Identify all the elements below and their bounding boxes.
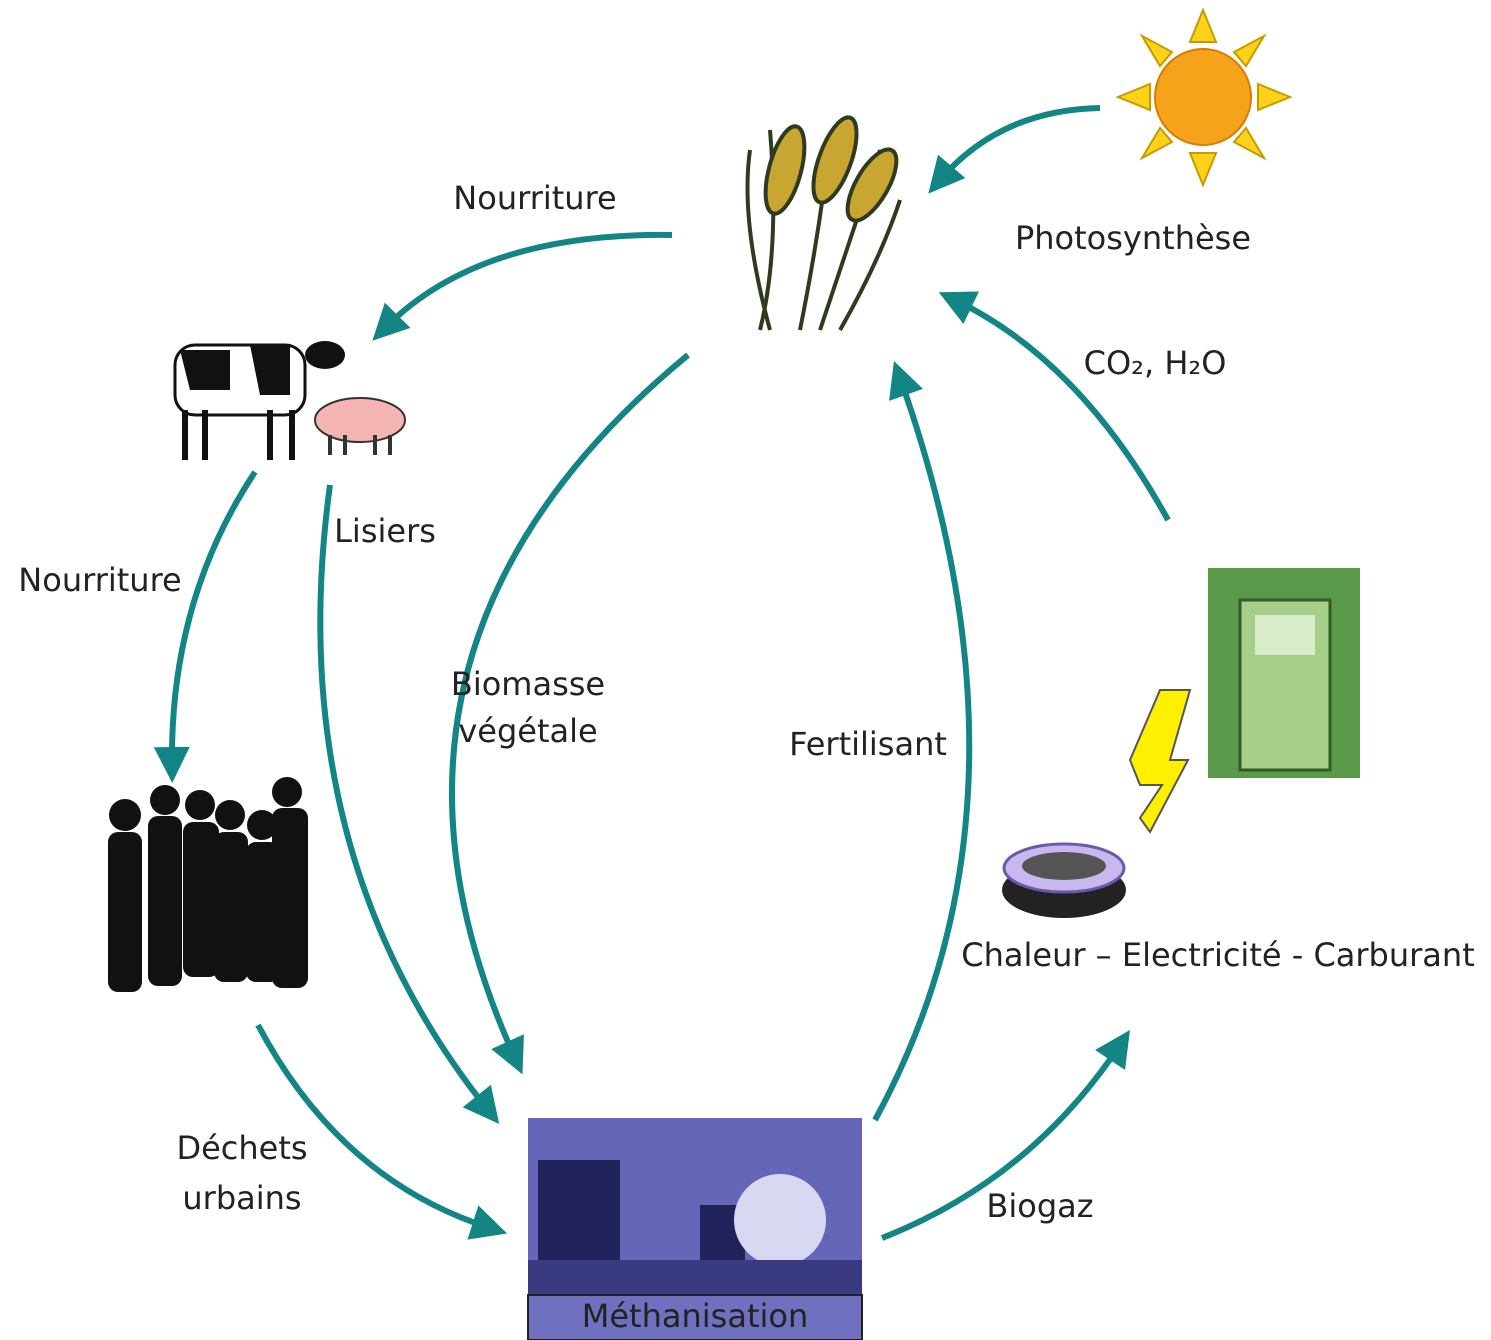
edge-label: Lisiers: [334, 512, 436, 550]
edge-label: Nourriture: [453, 179, 616, 217]
edge-label: Biomasse: [451, 665, 605, 703]
edge-label: Fertilisant: [789, 725, 947, 763]
arrow: [385, 235, 672, 328]
page: Méthanisation Nourriture Photosynthèse C…: [0, 0, 1491, 1340]
people-icon: [108, 777, 308, 992]
edge-label: CO₂, H₂O: [1084, 344, 1227, 382]
arrow: [955, 300, 1168, 520]
methanisation-plant: Méthanisation: [528, 1118, 862, 1340]
edge-label: Nourriture: [18, 561, 181, 599]
cycle-diagram: Méthanisation Nourriture Photosynthèse C…: [0, 0, 1491, 1340]
edge-label: Déchets: [176, 1129, 307, 1167]
edge-label: végétale: [458, 712, 597, 750]
arrow: [320, 485, 488, 1110]
livestock-icon: [175, 341, 405, 460]
edge-label: Biogaz: [986, 1187, 1093, 1225]
arrow: [940, 108, 1100, 180]
arrow: [452, 355, 688, 1058]
arrow: [172, 472, 255, 765]
lightning-icon: [1130, 690, 1190, 832]
sun-icon: [1118, 10, 1290, 185]
edge-label: Photosynthèse: [1015, 219, 1251, 257]
fuel-pump-icon: [1208, 568, 1360, 778]
edge-label: urbains: [182, 1179, 301, 1217]
node-label: Chaleur – Electricité - Carburant: [961, 936, 1474, 974]
node-label: Méthanisation: [582, 1297, 808, 1335]
burner-icon: [1002, 844, 1126, 918]
wheat-icon: [748, 112, 906, 330]
